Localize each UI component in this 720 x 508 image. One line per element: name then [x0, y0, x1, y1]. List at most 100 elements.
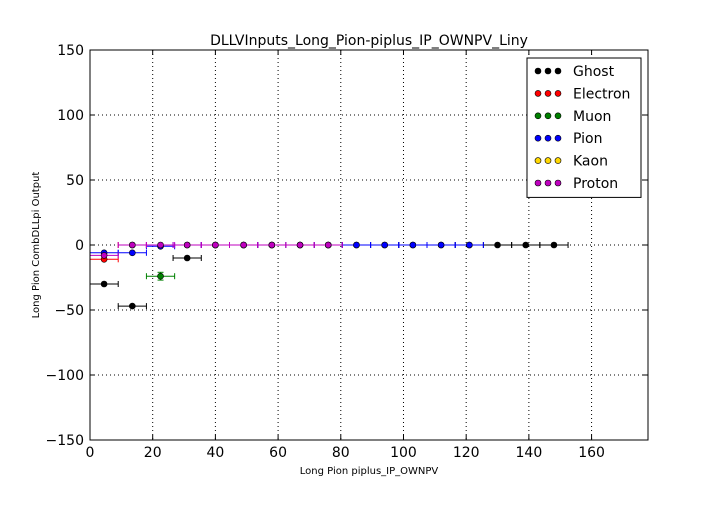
x-tick-label: 60 — [269, 445, 287, 461]
legend-marker — [554, 90, 562, 97]
x-tick-label: 160 — [578, 445, 605, 461]
data-point — [229, 241, 259, 249]
legend-marker — [534, 157, 542, 164]
series-proton — [89, 241, 343, 259]
data-point — [172, 241, 202, 249]
legend-marker — [544, 90, 552, 97]
legend-marker — [534, 134, 542, 142]
data-point — [257, 241, 287, 249]
data-point — [370, 241, 400, 249]
data-point — [89, 280, 119, 288]
point-marker — [522, 241, 530, 249]
legend-entry-muon: Muon — [534, 109, 611, 125]
series-layer — [89, 241, 569, 310]
data-point — [89, 252, 119, 259]
ticks: 0 20 40 60 80 100 120 140 160 150 100 50 0 −50 −100 −15… — [46, 43, 648, 461]
legend-marker — [544, 112, 552, 120]
data-point — [117, 302, 147, 310]
legend-marker — [554, 112, 562, 120]
point-marker — [183, 241, 191, 249]
legend-marker — [544, 157, 552, 164]
data-point — [454, 241, 484, 249]
data-point — [172, 254, 202, 262]
legend-entry-electron: Electron — [534, 86, 630, 102]
point-marker — [100, 280, 108, 288]
data-point — [482, 241, 513, 249]
point-marker — [381, 241, 388, 249]
series-pion — [89, 241, 484, 257]
y-tick-label: −100 — [46, 368, 84, 384]
y-tick-label: −150 — [46, 433, 84, 449]
legend-entry-proton: Proton — [534, 176, 618, 192]
point-marker — [353, 241, 360, 249]
legend-marker — [554, 134, 562, 142]
point-marker — [157, 272, 164, 280]
data-point — [200, 241, 230, 249]
y-tick-label: 0 — [75, 238, 84, 254]
legend-marker — [544, 134, 552, 142]
legend-marker — [534, 67, 542, 75]
point-marker — [494, 241, 501, 249]
legend-label: Muon — [573, 109, 611, 125]
data-point — [426, 241, 456, 249]
data-point — [313, 241, 343, 249]
legend-entry-pion: Pion — [534, 131, 602, 147]
legend-marker — [554, 157, 562, 164]
legend-label: Kaon — [573, 154, 608, 170]
point-marker — [183, 254, 191, 262]
data-point — [117, 241, 147, 249]
point-marker — [129, 249, 136, 257]
legend: Ghost Electron Muon Pion Kaon Proton — [526, 57, 642, 198]
point-marker — [212, 241, 219, 249]
point-marker — [550, 241, 558, 249]
legend-marker — [534, 112, 542, 120]
data-point — [539, 241, 569, 249]
data-point — [285, 241, 315, 249]
point-marker — [409, 241, 417, 249]
data-point — [145, 241, 176, 249]
legend-marker — [544, 179, 552, 187]
x-tick-label: 100 — [390, 445, 417, 461]
point-marker — [296, 241, 304, 249]
data-point — [145, 271, 176, 281]
y-tick-label: −50 — [54, 303, 84, 319]
x-tick-label: 40 — [206, 445, 224, 461]
point-marker — [100, 252, 108, 259]
x-tick-label: 120 — [453, 445, 480, 461]
data-point — [511, 241, 541, 249]
point-marker — [129, 241, 136, 249]
legend-entry-ghost: Ghost — [534, 64, 615, 80]
legend-label: Electron — [573, 86, 630, 102]
x-tick-label: 20 — [144, 445, 162, 461]
legend-marker — [554, 179, 562, 187]
point-marker — [324, 241, 332, 249]
point-marker — [157, 241, 164, 249]
data-point — [341, 241, 372, 249]
point-marker — [466, 241, 473, 249]
legend-marker — [554, 67, 562, 75]
point-marker — [437, 241, 445, 249]
point-marker — [240, 241, 247, 249]
y-tick-label: 150 — [57, 43, 84, 59]
point-marker — [268, 241, 276, 249]
x-tick-label: 140 — [516, 445, 543, 461]
legend-marker — [534, 179, 542, 187]
legend-marker — [534, 90, 542, 97]
x-axis-label: Long Pion piplus_IP_OWNPV — [300, 466, 439, 477]
data-point — [117, 249, 147, 257]
legend-label: Ghost — [573, 64, 615, 80]
x-tick-label: 80 — [332, 445, 350, 461]
x-tick-label: 0 — [86, 445, 95, 461]
legend-box — [526, 57, 642, 198]
series-muon — [145, 271, 176, 281]
legend-entry-kaon: Kaon — [534, 154, 608, 170]
y-axis-label: Long Pion CombDLLpi Output — [31, 172, 42, 319]
y-tick-label: 100 — [57, 108, 84, 124]
y-tick-label: 50 — [66, 173, 84, 189]
legend-label: Pion — [573, 131, 602, 147]
legend-label: Proton — [573, 176, 618, 192]
chart-title: DLLVInputs_Long_Pion-piplus_IP_OWNPV_Lin… — [210, 33, 528, 49]
legend-marker — [544, 67, 552, 75]
